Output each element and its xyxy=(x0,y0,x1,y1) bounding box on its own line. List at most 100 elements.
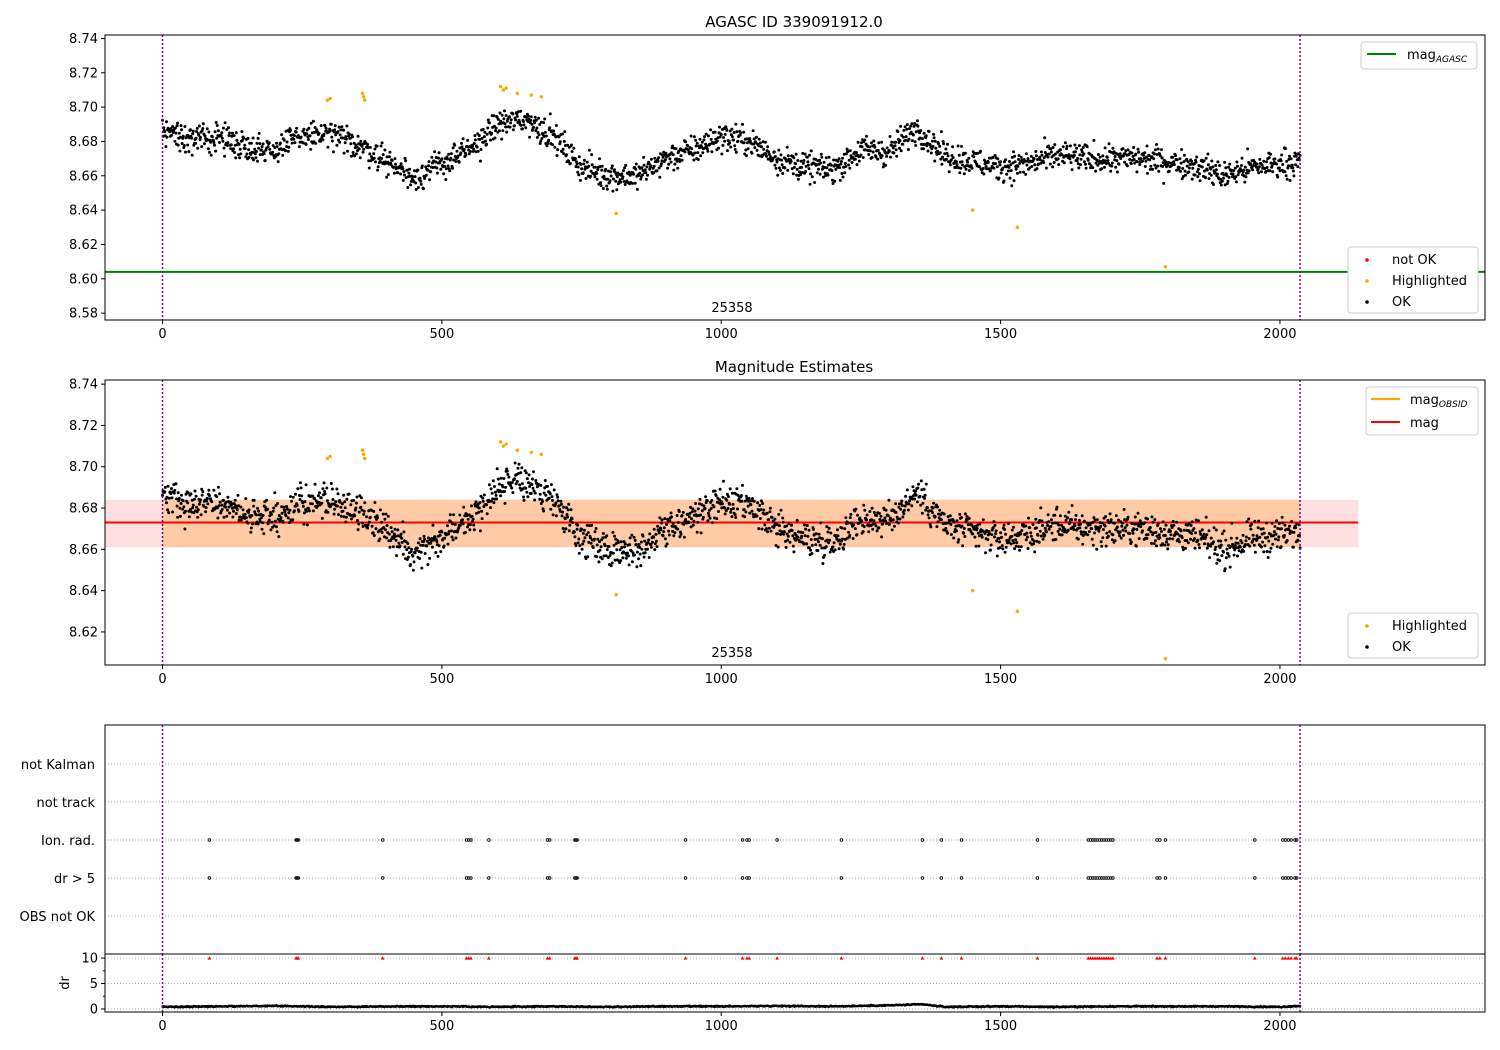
data-point-ok xyxy=(1235,160,1239,164)
data-point-ok xyxy=(220,136,224,140)
data-point-ok xyxy=(1230,521,1234,525)
data-point-ok xyxy=(581,542,585,546)
data-point-ok xyxy=(670,515,673,519)
data-point-ok xyxy=(496,117,500,121)
data-point-ok xyxy=(1111,533,1115,537)
data-point-ok xyxy=(1218,181,1222,185)
data-point-highlighted xyxy=(363,456,367,461)
data-point-ok xyxy=(191,132,195,136)
data-point-ok xyxy=(1046,513,1050,517)
data-point-ok xyxy=(210,135,214,139)
data-point-ok xyxy=(1243,543,1247,547)
data-point-ok xyxy=(989,169,992,173)
data-point-ok xyxy=(243,143,247,147)
data-point-ok xyxy=(221,139,225,143)
data-point-ok xyxy=(929,151,933,155)
data-point-ok xyxy=(1081,542,1085,546)
data-point-ok xyxy=(291,518,295,522)
data-point-ok xyxy=(321,138,325,142)
data-point-ok xyxy=(320,501,324,505)
data-point-ok xyxy=(385,536,389,540)
data-point-ok xyxy=(781,516,785,520)
data-point-ok xyxy=(862,503,866,507)
data-point-ok xyxy=(225,514,229,518)
data-point-ok xyxy=(904,494,908,498)
data-point-ok xyxy=(380,141,384,145)
data-point-ok xyxy=(941,139,945,143)
data-point-ok xyxy=(981,518,985,522)
data-point-ok xyxy=(819,152,823,156)
data-point-ok xyxy=(1150,515,1154,519)
data-point-ok xyxy=(573,157,577,161)
data-point-ok xyxy=(458,523,462,527)
data-point-ok xyxy=(1258,157,1262,161)
data-point-ok xyxy=(565,513,569,516)
data-point-ok xyxy=(700,503,704,507)
data-point-ok xyxy=(1047,520,1051,524)
data-point-ok xyxy=(301,504,305,508)
data-point-ok xyxy=(1095,547,1099,551)
data-point-ok xyxy=(1138,519,1142,523)
data-point-ok xyxy=(200,493,204,497)
data-point-ok xyxy=(638,546,642,549)
data-point-ok xyxy=(1267,156,1271,160)
data-point-ok xyxy=(245,152,249,156)
flag-point xyxy=(1281,838,1285,842)
data-point-ok xyxy=(510,486,514,490)
data-point-ok xyxy=(561,527,565,530)
data-point-ok xyxy=(1049,518,1053,522)
data-point-ok xyxy=(652,164,656,168)
flags-panel: not Kalman not track Ion. rad. dr > 5 OB… xyxy=(20,724,1486,955)
data-point-ok xyxy=(658,152,662,156)
data-point-ok xyxy=(676,166,680,170)
data-point-ok xyxy=(972,155,976,159)
data-point-ok xyxy=(759,508,763,512)
data-point-ok xyxy=(692,519,696,523)
data-point-ok xyxy=(955,529,958,533)
data-point-ok xyxy=(603,544,607,548)
data-point-ok xyxy=(261,521,265,525)
data-point-ok xyxy=(562,505,566,509)
data-point-ok xyxy=(840,172,844,175)
data-point-ok xyxy=(313,126,317,129)
data-point-ok xyxy=(773,155,777,158)
flag-point xyxy=(1295,876,1299,880)
data-point-ok xyxy=(1191,166,1195,170)
data-point-ok xyxy=(529,491,533,495)
data-point-ok xyxy=(795,167,799,171)
data-point-ok xyxy=(216,129,220,133)
data-point-ok xyxy=(199,498,202,502)
data-point-ok xyxy=(1097,529,1101,533)
data-point-ok xyxy=(254,156,258,160)
data-point-ok xyxy=(1292,174,1296,178)
data-point-ok xyxy=(708,142,712,146)
data-point-ok xyxy=(1161,520,1165,524)
data-point-ok xyxy=(861,156,865,159)
data-point-ok xyxy=(1119,536,1123,540)
data-point-ok xyxy=(932,136,936,140)
data-point-ok xyxy=(179,502,183,505)
data-point-ok xyxy=(213,130,217,134)
data-point-highlighted xyxy=(361,452,366,457)
data-point-ok xyxy=(1141,159,1144,163)
data-point-ok xyxy=(1082,152,1086,156)
data-point-ok xyxy=(1207,529,1211,533)
data-point-ok xyxy=(451,522,454,526)
data-point-ok xyxy=(1153,518,1157,522)
data-point-ok xyxy=(765,154,768,158)
data-point-ok xyxy=(1072,153,1076,157)
data-point-ok xyxy=(201,122,205,126)
data-point-ok xyxy=(446,542,450,546)
data-point-ok xyxy=(176,143,180,147)
data-point-ok xyxy=(313,482,317,486)
data-point-ok xyxy=(646,547,649,551)
data-point-ok xyxy=(391,545,395,549)
data-point-ok xyxy=(798,540,802,544)
data-point-ok xyxy=(853,157,857,161)
data-point-ok xyxy=(1228,565,1232,569)
data-point-ok xyxy=(1288,178,1292,182)
data-point-ok xyxy=(1036,533,1040,537)
data-point-ok xyxy=(813,537,817,541)
data-point-ok xyxy=(1164,523,1168,527)
data-point-ok xyxy=(692,158,696,162)
